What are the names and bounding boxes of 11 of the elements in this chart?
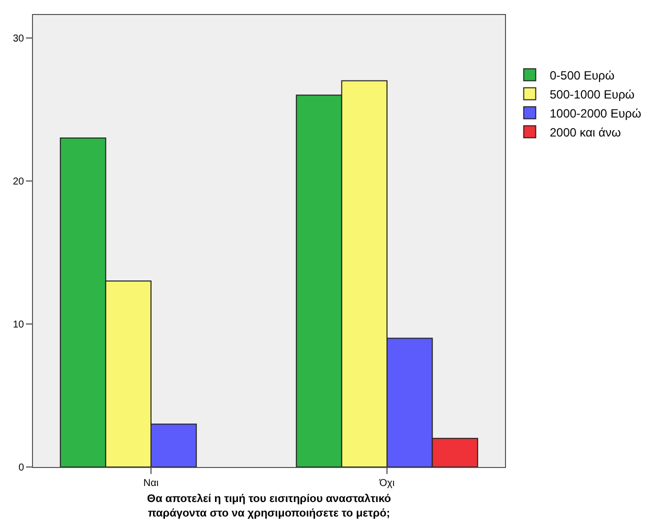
legend-label: 0-500 Ευρώ: [550, 68, 615, 82]
y-tick-label: 30: [12, 33, 24, 44]
legend-label: 2000 και άνω: [550, 125, 621, 140]
y-tick-label: 0: [18, 462, 24, 474]
x-axis-title: Θα αποτελεί η τιμή του εισιτηρίου ανασταλτικό παράγοντα στο να χρησιμοποιήσετε το μετρό;: [147, 493, 392, 520]
x-tick-label: Όχι: [378, 478, 395, 489]
legend-label: 500-1000 Ευρώ: [550, 87, 635, 102]
x-tick-label: Ναι: [143, 478, 159, 489]
y-tick-label: 10: [12, 319, 24, 330]
y-tick-label: 20: [12, 176, 24, 188]
legend-label: 1000-2000 Ευρώ: [550, 106, 642, 120]
